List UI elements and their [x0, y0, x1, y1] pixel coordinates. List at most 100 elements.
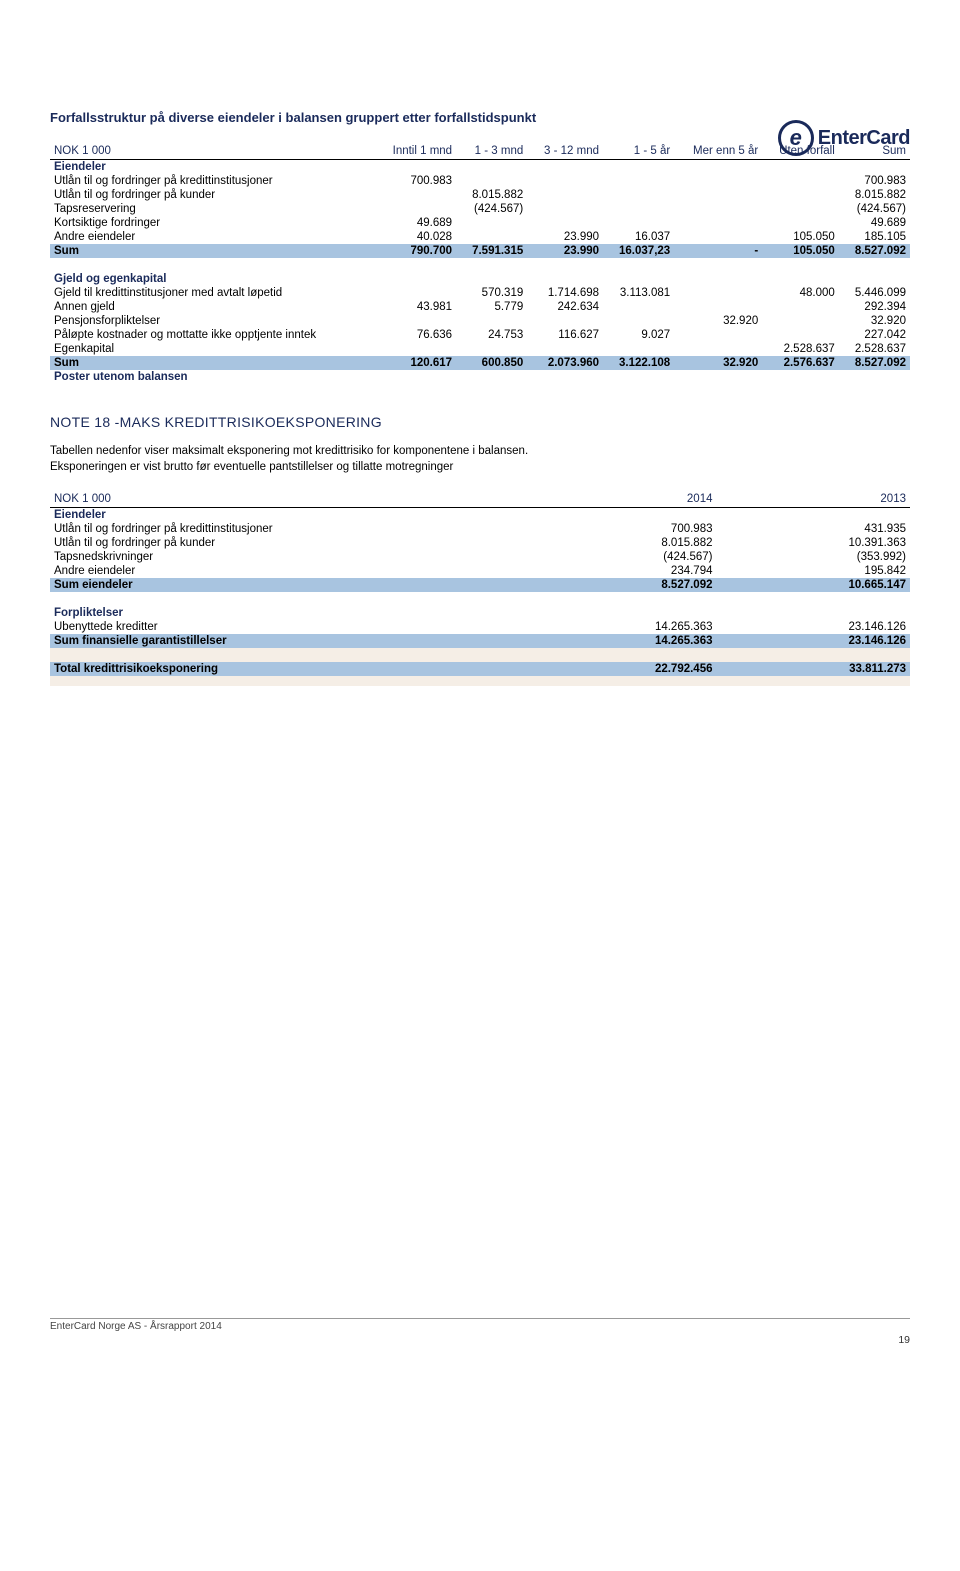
- table-cell: 700.983: [839, 174, 910, 188]
- table-cell: Sum: [50, 244, 375, 258]
- table-row: Gjeld til kredittinstitusjoner med avtal…: [50, 286, 910, 300]
- table-cell: [674, 174, 762, 188]
- section-header-row: Forpliktelser: [50, 606, 910, 620]
- section-header-row: Eiendeler: [50, 508, 910, 523]
- table-header-row: NOK 1 000 2014 2013: [50, 491, 910, 508]
- table-cell: [674, 286, 762, 300]
- table-cell: Andre eiendeler: [50, 564, 523, 578]
- table-cell: [762, 174, 839, 188]
- table-row: Egenkapital2.528.6372.528.637: [50, 342, 910, 356]
- table-cell: Påløpte kostnader og mottatte ikke opptj…: [50, 328, 375, 342]
- table-cell: Utlån til og fordringer på kunder: [50, 188, 375, 202]
- table-cell: [762, 328, 839, 342]
- table-cell: 700.983: [523, 522, 717, 536]
- note-description: Tabellen nedenfor viser maksimalt ekspon…: [50, 444, 910, 475]
- table-cell: [375, 202, 456, 216]
- table-cell: 5.779: [456, 300, 527, 314]
- table-row: Utlån til og fordringer på kredittinstit…: [50, 174, 910, 188]
- table-cell: 32.920: [674, 356, 762, 370]
- table-row: Andre eiendeler40.02823.99016.037105.050…: [50, 230, 910, 244]
- table-cell: 40.028: [375, 230, 456, 244]
- table-cell: Sum finansielle garantistillelser: [50, 634, 523, 648]
- table-cell: Utlån til og fordringer på kunder: [50, 536, 523, 550]
- table-cell: [762, 300, 839, 314]
- table-cell: (424.567): [839, 202, 910, 216]
- table-cell: (353.992): [717, 550, 911, 564]
- table-cell: 431.935: [717, 522, 911, 536]
- table-cell: Gjeld til kredittinstitusjoner med avtal…: [50, 286, 375, 300]
- table-cell: 10.665.147: [717, 578, 911, 592]
- table-cell: 8.527.092: [523, 578, 717, 592]
- col-head: 2014: [523, 491, 717, 508]
- table-cell: [456, 216, 527, 230]
- table-cell: Egenkapital: [50, 342, 375, 356]
- table-cell: [527, 202, 603, 216]
- section-header-row: Gjeld og egenkapital: [50, 272, 910, 286]
- table-cell: 9.027: [603, 328, 674, 342]
- table-cell: [674, 342, 762, 356]
- table-cell: 116.627: [527, 328, 603, 342]
- page-number: 19: [50, 1334, 910, 1346]
- table-row: Kortsiktige fordringer49.68949.689: [50, 216, 910, 230]
- table-cell: 10.391.363: [717, 536, 911, 550]
- table-cell: 7.591.315: [456, 244, 527, 258]
- table-cell: [674, 188, 762, 202]
- table-row: Sum eiendeler8.527.09210.665.147: [50, 578, 910, 592]
- note-title: NOTE 18 -MAKS KREDITTRISIKOEKSPONERING: [50, 414, 910, 430]
- table-cell: 14.265.363: [523, 620, 717, 634]
- table-cell: 43.981: [375, 300, 456, 314]
- table-cell: 600.850: [456, 356, 527, 370]
- table-cell: 790.700: [375, 244, 456, 258]
- table-cell: [527, 342, 603, 356]
- table-row: Andre eiendeler234.794195.842: [50, 564, 910, 578]
- table-cell: 292.394: [839, 300, 910, 314]
- note-desc-line: Tabellen nedenfor viser maksimalt ekspon…: [50, 445, 528, 457]
- maturity-table: NOK 1 000 Inntil 1 mnd 1 - 3 mnd 3 - 12 …: [50, 143, 910, 384]
- table-cell: Sum: [50, 356, 375, 370]
- table-cell: [527, 188, 603, 202]
- table-cell: [674, 328, 762, 342]
- table-cell: [603, 216, 674, 230]
- col-head: NOK 1 000: [50, 491, 523, 508]
- table-cell: [603, 300, 674, 314]
- table-cell: 49.689: [375, 216, 456, 230]
- table-cell: Ubenyttede kreditter: [50, 620, 523, 634]
- table-cell: 120.617: [375, 356, 456, 370]
- logo-mark-icon: e: [778, 120, 814, 156]
- table-cell: 1.714.698: [527, 286, 603, 300]
- table-cell: 32.920: [839, 314, 910, 328]
- credit-risk-table: NOK 1 000 2014 2013 Eiendeler Utlån til o…: [50, 491, 910, 686]
- table-cell: 234.794: [523, 564, 717, 578]
- col-head: Mer enn 5 år: [674, 143, 762, 160]
- table-cell: [674, 202, 762, 216]
- page-footer: EnterCard Norge AS - Årsrapport 2014 19: [50, 1318, 910, 1346]
- table-cell: 195.842: [717, 564, 911, 578]
- col-head: 1 - 3 mnd: [456, 143, 527, 160]
- table-row: Sum finansielle garantistillelser14.265.…: [50, 634, 910, 648]
- table-cell: 24.753: [456, 328, 527, 342]
- table-row: Påløpte kostnader og mottatte ikke opptj…: [50, 328, 910, 342]
- table-row: Annen gjeld43.9815.779242.634 292.394: [50, 300, 910, 314]
- table-cell: 242.634: [527, 300, 603, 314]
- table-cell: [456, 174, 527, 188]
- table-cell: 700.983: [375, 174, 456, 188]
- table-cell: Pensjonsforpliktelser: [50, 314, 375, 328]
- table-cell: [674, 230, 762, 244]
- table-cell: [762, 314, 839, 328]
- logo: e EnterCard: [778, 120, 910, 156]
- table-cell: 2.528.637: [762, 342, 839, 356]
- table-cell: 8.015.882: [523, 536, 717, 550]
- table-cell: [375, 342, 456, 356]
- table-cell: 23.146.126: [717, 634, 911, 648]
- section-header-row: Poster utenom balansen: [50, 370, 910, 384]
- col-head: 2013: [717, 491, 911, 508]
- table-cell: [603, 342, 674, 356]
- table-cell: [603, 188, 674, 202]
- table-cell: 227.042: [839, 328, 910, 342]
- table-cell: Annen gjeld: [50, 300, 375, 314]
- table-cell: Sum eiendeler: [50, 578, 523, 592]
- table-cell: [762, 202, 839, 216]
- col-head: 3 - 12 mnd: [527, 143, 603, 160]
- table-row: Pensjonsforpliktelser32.92032.920: [50, 314, 910, 328]
- table-row: Utlån til og fordringer på kunder8.015.8…: [50, 536, 910, 550]
